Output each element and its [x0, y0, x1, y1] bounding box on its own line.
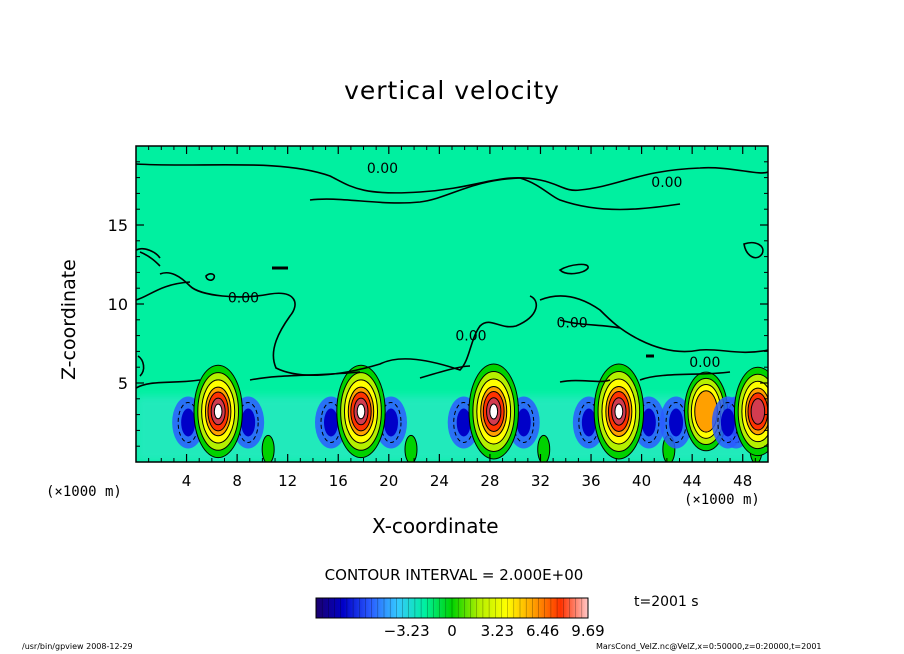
- y-tick-label-1: 10: [108, 295, 128, 314]
- updraft-contour: [489, 403, 499, 420]
- downdraft-contour: [513, 402, 535, 443]
- downdraft-core: [516, 408, 531, 437]
- updraft-contour: [614, 403, 624, 420]
- updraft-contour: [750, 398, 766, 425]
- colorbar: −3.23 0 3.23 6.46 9.69: [315, 597, 605, 640]
- contour-label-2: 0.00: [228, 290, 259, 306]
- downdraft-core: [669, 408, 684, 437]
- downdraft-contour: [380, 402, 402, 443]
- x-tick-label-2: 12: [278, 472, 297, 490]
- footer-right: MarsCond_VelZ.nc@VelZ,x=0:50000,z=0:2000…: [596, 642, 822, 651]
- downdraft-core: [720, 408, 735, 437]
- downdraft-contour: [778, 403, 798, 443]
- y-axis-label: Z-coordinate: [58, 259, 80, 380]
- colorbar-tick-label-0: −3.23: [384, 622, 430, 640]
- x-tick-label-11: 48: [733, 472, 752, 490]
- secondary-updraft: [261, 434, 275, 462]
- plot-area: 0.000.000.000.000.000.00 4 8 12 16 20 24 28 32 3…: [108, 145, 814, 490]
- contour-label-0: 0.00: [367, 161, 398, 177]
- footer-left: /usr/bin/gpview 2008-12-29: [22, 642, 133, 651]
- time-label: t=2001 s: [634, 594, 699, 610]
- chart-title: vertical velocity: [344, 76, 560, 105]
- x-tick-label-1: 8: [232, 472, 242, 490]
- x-tick-label-3: 16: [329, 472, 348, 490]
- x-tick-label-9: 40: [632, 472, 651, 490]
- contour-interval-label: CONTOUR INTERVAL = 2.000E+00: [324, 566, 584, 584]
- downdraft-contour: [237, 402, 259, 443]
- downdraft-core: [181, 408, 196, 437]
- x-tick-label-8: 36: [581, 472, 600, 490]
- contour-label-3: 0.00: [455, 328, 486, 344]
- colorbar-tick-label-1: 0: [447, 622, 457, 640]
- colorbar-tick-label-3: 6.46: [526, 622, 559, 640]
- x-tick-label-5: 24: [430, 472, 449, 490]
- downdraft-core: [641, 408, 656, 437]
- downdraft-contour: [638, 402, 660, 443]
- updraft-cell-5: [711, 366, 814, 463]
- y-tick-label-0: 5: [118, 374, 128, 393]
- downdraft-core: [781, 409, 795, 437]
- y-tick-label-2: 15: [108, 216, 128, 235]
- downdraft-core: [241, 408, 256, 437]
- contour-label-1: 0.00: [651, 175, 682, 191]
- x-unit-label-right: (×1000 m): [684, 492, 760, 508]
- colorbar-tick-label-2: 3.23: [481, 622, 514, 640]
- x-tick-label-4: 20: [379, 472, 398, 490]
- contour-lines: [136, 163, 768, 389]
- x-unit-label-left: (×1000 m): [46, 484, 122, 500]
- secondary-updraft: [537, 434, 551, 462]
- x-tick-label-6: 28: [480, 472, 499, 490]
- secondary-updraft: [404, 434, 418, 462]
- contour-label-4: 0.00: [556, 316, 587, 332]
- downdraft-core: [383, 408, 398, 437]
- updraft-contour: [213, 403, 223, 420]
- downdraft-core: [456, 408, 471, 437]
- x-tick-label-0: 4: [182, 472, 192, 490]
- downdraft-cell: [772, 397, 804, 449]
- updraft-cell-0: [172, 364, 275, 462]
- updraft-contour: [356, 403, 366, 420]
- x-tick-label-10: 44: [683, 472, 702, 490]
- secondary-updraft: [802, 435, 814, 463]
- downdraft-core: [323, 408, 338, 437]
- colorbar-tick-label-4: 9.69: [571, 622, 604, 640]
- x-tick-label-7: 32: [531, 472, 550, 490]
- x-axis-label: X-coordinate: [372, 514, 499, 538]
- updraft-cell-1: [314, 364, 418, 462]
- contour-label-5: 0.00: [689, 355, 720, 371]
- downdraft-core: [581, 408, 596, 437]
- updraft-cell-3: [572, 363, 676, 462]
- updraft-cell-2: [447, 363, 551, 462]
